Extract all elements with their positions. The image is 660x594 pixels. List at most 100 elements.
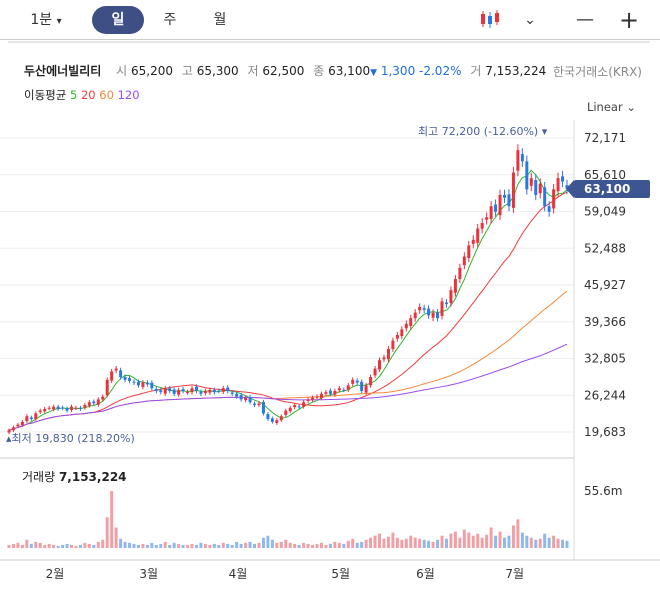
volume-bar xyxy=(302,542,306,548)
candle xyxy=(16,424,20,427)
ma-120: 120 xyxy=(117,88,140,102)
candle xyxy=(386,349,390,360)
volume-bar xyxy=(458,537,462,548)
candle xyxy=(444,302,448,305)
candle xyxy=(561,176,565,182)
candle xyxy=(221,388,225,392)
candle xyxy=(168,388,172,392)
candle xyxy=(132,381,136,383)
candle xyxy=(400,329,404,337)
volume-bar xyxy=(413,537,417,548)
candle xyxy=(105,379,109,396)
period-month-tab[interactable]: 월 xyxy=(213,12,227,28)
candle xyxy=(119,370,123,378)
volume-bar xyxy=(485,534,489,548)
candle xyxy=(391,340,395,350)
candle xyxy=(427,308,431,316)
candle xyxy=(78,407,82,409)
candle xyxy=(534,179,538,195)
moving-average-legend[interactable]: 이동평균 5 20 60 120 xyxy=(24,87,140,103)
volume-bar xyxy=(105,517,109,548)
candle xyxy=(516,150,520,171)
volume-bar xyxy=(141,543,145,548)
candle xyxy=(293,405,297,408)
volume-bar xyxy=(467,532,471,548)
candle xyxy=(525,161,529,190)
volume-bar xyxy=(217,544,221,548)
candle xyxy=(556,178,560,192)
period-week-tab[interactable]: 주 xyxy=(163,12,177,28)
candle xyxy=(552,189,556,209)
volume-bar xyxy=(324,544,328,548)
volume-bar xyxy=(328,543,332,548)
volume-bar xyxy=(168,544,172,548)
period-day-tab[interactable]: 일 xyxy=(92,6,144,34)
candle xyxy=(150,382,154,389)
candle xyxy=(114,368,118,371)
candle xyxy=(538,183,542,194)
volume-bar xyxy=(449,533,453,548)
volume-bar xyxy=(128,542,132,548)
x-tick-label: 4월 xyxy=(229,567,248,581)
volume-bar xyxy=(43,544,47,548)
volume-bar xyxy=(373,535,377,548)
candle xyxy=(83,405,87,408)
volume-bar xyxy=(177,543,181,548)
volume-bar xyxy=(400,539,404,548)
zoom-in-button[interactable]: + xyxy=(618,6,640,34)
volume-bar xyxy=(7,544,11,548)
candle xyxy=(302,402,306,407)
candle xyxy=(235,393,239,397)
volume-legend: 거래량 7,153,224 xyxy=(22,470,127,484)
volume-bar xyxy=(565,540,569,548)
period-1min-dropdown[interactable]: 1분 ▾ xyxy=(30,12,62,28)
candle xyxy=(547,206,551,212)
candle xyxy=(110,371,114,381)
volume-bar xyxy=(190,543,194,548)
candle xyxy=(87,402,91,406)
high-value: 65,300 xyxy=(196,64,239,78)
candlestick-icon[interactable] xyxy=(474,6,506,34)
ma-line-5 xyxy=(8,169,568,431)
candle xyxy=(154,388,158,392)
candle xyxy=(543,187,547,207)
y-tick-label: 65,610 xyxy=(584,168,626,182)
candle xyxy=(230,392,234,394)
volume-bar xyxy=(266,535,270,548)
candle xyxy=(34,413,38,420)
y-tick-label: 32,805 xyxy=(584,352,626,366)
candle xyxy=(226,387,230,392)
volume-bar xyxy=(270,539,274,548)
x-tick-label: 6월 xyxy=(416,567,435,581)
ma-line-120 xyxy=(8,343,568,431)
volume-bar xyxy=(391,532,395,548)
volume-bar xyxy=(96,541,100,548)
candle xyxy=(29,417,33,420)
candle xyxy=(96,399,100,405)
volume-bar xyxy=(507,535,511,548)
candle xyxy=(485,217,489,220)
candle xyxy=(373,368,377,376)
volume-bar xyxy=(561,539,565,548)
candle xyxy=(159,390,163,393)
volume-bar xyxy=(319,542,323,548)
volume-bar xyxy=(159,543,163,548)
volume-bar xyxy=(65,543,69,548)
candle xyxy=(177,389,181,395)
scale-dropdown[interactable]: Linear ⌄ xyxy=(586,100,636,114)
candle xyxy=(11,427,15,431)
candle xyxy=(395,335,399,339)
volume-bar xyxy=(52,544,56,548)
volume-bar xyxy=(395,537,399,548)
zoom-out-button[interactable]: — xyxy=(576,9,594,30)
candle xyxy=(489,206,493,220)
volume-bar xyxy=(293,543,297,548)
volume-bar xyxy=(61,544,65,548)
volume-bar xyxy=(221,542,225,548)
candle xyxy=(378,360,382,370)
candle xyxy=(7,430,11,433)
chart-type-chevron-icon[interactable]: ⌄ xyxy=(524,12,536,28)
stock-name: 두산에너빌리티 xyxy=(24,64,102,78)
volume-bar xyxy=(132,543,136,548)
